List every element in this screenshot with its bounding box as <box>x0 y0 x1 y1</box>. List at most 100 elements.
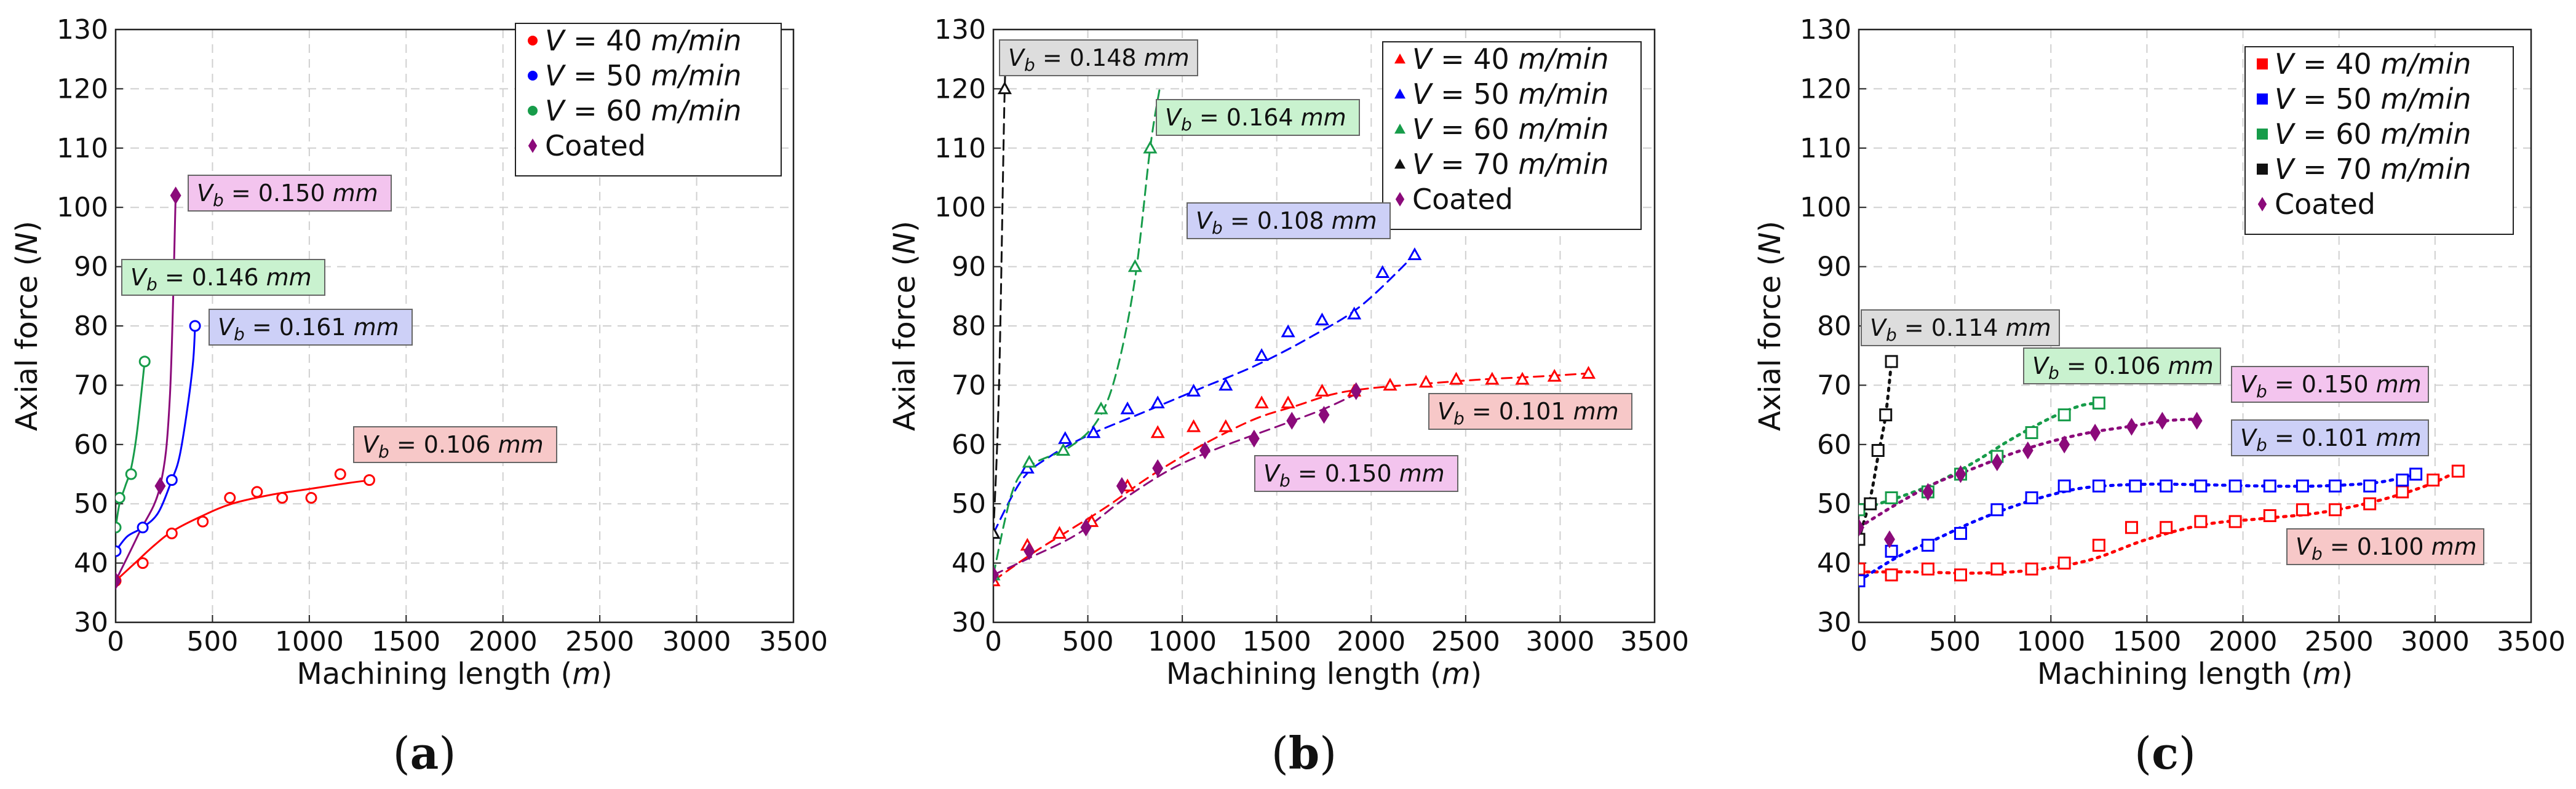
y-tick-label: 30 <box>74 607 108 638</box>
data-point-coated <box>2126 418 2137 436</box>
legend-marker <box>1394 89 1405 99</box>
y-tick-label: 100 <box>934 192 986 223</box>
data-point-v-60-m-min <box>138 355 151 368</box>
x-tick-label: 3000 <box>2401 626 2470 657</box>
data-point-coated <box>993 566 999 584</box>
data-point-v-50-m-min <box>1314 312 1329 326</box>
y-tick-label: 40 <box>952 548 986 579</box>
y-tick-label: 40 <box>74 548 108 579</box>
annotation-label: Vb = 0.114 mm <box>1870 314 2051 345</box>
annotation-label: Vb = 0.150 mm <box>197 180 378 210</box>
data-point-coated <box>2059 435 2070 454</box>
series-group <box>116 186 375 590</box>
annotation-label: Vb = 0.106 mm <box>362 431 544 462</box>
x-tick-label: 0 <box>107 626 124 657</box>
x-tick-label: 500 <box>1929 626 1981 657</box>
annotation-label: Vb = 0.150 mm <box>2240 371 2422 402</box>
data-point-v-60-m-min <box>2092 396 2105 410</box>
data-point-coated <box>2089 423 2101 442</box>
data-point-v-40-m-min <box>1859 562 1866 576</box>
y-tick-label: 110 <box>934 133 986 164</box>
x-tick-label: 1000 <box>2016 626 2085 657</box>
annotation-label: Vb = 0.164 mm <box>1165 104 1346 135</box>
data-point-v-50-m-min <box>116 545 122 557</box>
y-axis-label: Axial force (N) <box>1753 221 1787 431</box>
series-group <box>993 51 1596 587</box>
data-point-coated <box>1199 441 1210 460</box>
data-point-coated <box>1024 542 1035 560</box>
x-tick-label: 1000 <box>1148 626 1217 657</box>
data-point-v-40-m-min <box>2057 557 2071 570</box>
data-point-v-60-m-min <box>1143 140 1158 154</box>
data-point-v-50-m-min <box>165 474 178 486</box>
x-tick-label: 2500 <box>565 626 634 657</box>
annotation-box <box>1156 99 1360 136</box>
x-axis-label: Machining length (m) <box>296 657 612 691</box>
x-tick-label: 1000 <box>275 626 344 657</box>
y-tick-label: 70 <box>952 370 986 401</box>
data-point-v-40-m-min <box>1254 395 1269 409</box>
data-point-v-60-m-min <box>1859 503 1866 517</box>
data-point-v-40-m-min <box>1187 419 1201 432</box>
legend-entry-coated: Coated <box>1412 183 1513 216</box>
data-point-v-40-m-min <box>1281 395 1295 409</box>
annotation-box <box>121 259 325 296</box>
x-tick-label: 3000 <box>1525 626 1594 657</box>
data-point-v-50-m-min <box>1150 395 1165 409</box>
data-point-v-70-m-min <box>1885 355 1898 368</box>
series-line-v-40-m-min <box>116 479 373 582</box>
data-point-v-40-m-min <box>1150 425 1165 438</box>
x-tick-label: 0 <box>985 626 1002 657</box>
data-point-v-70-m-min <box>993 526 1001 539</box>
x-tick-label: 3000 <box>662 626 731 657</box>
data-point-v-40-m-min <box>197 515 209 528</box>
y-tick-label: 40 <box>1817 548 1851 579</box>
data-point-v-60-m-min <box>116 492 125 504</box>
data-point-v-40-m-min <box>1418 375 1433 388</box>
legend-entry-v-70-m-min: V = 70 m/min <box>2275 153 2471 186</box>
y-tick-label: 80 <box>74 311 108 342</box>
data-point-v-50-m-min <box>1859 574 1866 588</box>
data-point-v-40-m-min <box>2228 515 2242 528</box>
legend-marker <box>2257 164 2268 175</box>
x-axis-label: Machining length (m) <box>1166 657 1482 691</box>
data-point-coated <box>1859 518 1864 537</box>
legend-entry-v-50-m-min: V = 50 m/min <box>1412 77 1608 111</box>
y-tick-label: 50 <box>74 488 108 520</box>
legend-marker <box>1394 54 1405 64</box>
data-point-v-50-m-min <box>137 521 149 534</box>
data-point-v-40-m-min <box>1449 371 1464 385</box>
data-point-v-50-m-min <box>2160 479 2173 493</box>
data-point-coated <box>2191 411 2203 430</box>
data-point-v-60-m-min <box>2057 408 2071 422</box>
annotation-box <box>1861 309 2060 346</box>
legend-marker <box>2257 93 2268 105</box>
data-point-v-40-m-min <box>2160 521 2173 534</box>
series-line-v-70-m-min <box>1859 360 1893 541</box>
series-line-coated <box>993 390 1363 576</box>
panel-c: 0 500 1000 1500 2000 2500 3000 3500 30 40 50 60 70 80… <box>1753 14 2566 779</box>
legend-entry-v-60-m-min: V = 60 m/min <box>1412 113 1608 146</box>
legend-entry-coated: Coated <box>2275 188 2375 221</box>
legend-entry-v-70-m-min: V = 70 m/min <box>1412 148 1608 181</box>
data-point-v-70-m-min <box>1879 408 1893 422</box>
data-point-v-40-m-min <box>1314 383 1329 397</box>
data-point-v-50-m-min <box>1954 526 1968 540</box>
data-point-v-40-m-min <box>2427 474 2440 487</box>
annotation-box <box>1187 202 1391 239</box>
x-tick-label: 0 <box>1850 626 1867 657</box>
annotation-label: Vb = 0.161 mm <box>218 314 399 344</box>
data-point-v-40-m-min <box>1954 568 1968 582</box>
annotation-label: Vb = 0.148 mm <box>1008 44 1190 75</box>
data-point-coated <box>1922 483 1934 501</box>
series-line-v-50-m-min <box>993 253 1416 534</box>
data-point-v-50-m-min <box>2057 479 2071 493</box>
data-point-v-60-m-min <box>1127 259 1142 272</box>
axis-frame <box>114 28 795 624</box>
annotation-box <box>353 426 557 463</box>
annotation-box <box>2023 347 2221 384</box>
data-point-coated <box>1991 453 2003 472</box>
legend-entry-coated: Coated <box>545 129 646 162</box>
data-point-v-40-m-min <box>2328 503 2342 517</box>
data-point-v-50-m-min <box>1407 247 1422 261</box>
